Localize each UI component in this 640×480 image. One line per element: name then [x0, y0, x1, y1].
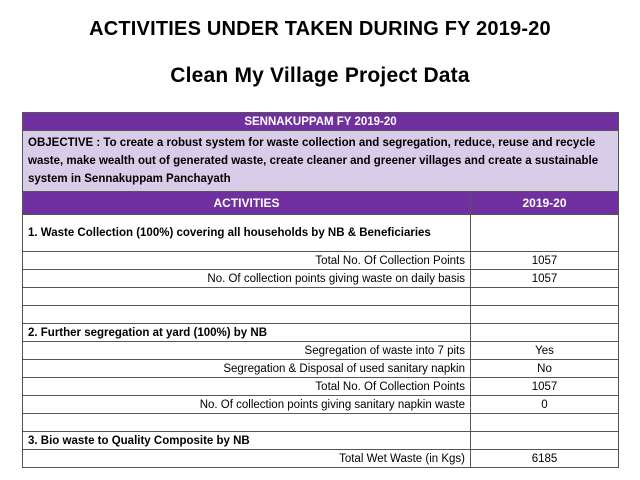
row-value: 1057	[469, 377, 620, 396]
blank-cell	[22, 287, 471, 306]
activities-table: SENNAKUPPAM FY 2019-20 OBJECTIVE : To cr…	[21, 112, 620, 468]
category-value	[469, 323, 620, 342]
objective-row: OBJECTIVE : To create a robust system fo…	[21, 130, 620, 192]
blank-row	[22, 287, 620, 306]
blank-cell	[22, 305, 471, 324]
table-row: Segregation of waste into 7 pits Yes	[22, 341, 620, 360]
row-label: No. Of collection points giving waste on…	[22, 269, 471, 288]
row-label: Total No. Of Collection Points	[22, 377, 471, 396]
blank-cell	[469, 287, 620, 306]
category-label: 1. Waste Collection (100%) covering all …	[22, 214, 471, 252]
table-row: Segregation & Disposal of used sanitary …	[22, 359, 620, 378]
blank-row	[22, 413, 620, 432]
category-row: 1. Waste Collection (100%) covering all …	[22, 214, 620, 252]
category-value	[469, 431, 620, 450]
blank-row	[22, 305, 620, 324]
row-value: Yes	[469, 341, 620, 360]
objective-text: OBJECTIVE : To create a robust system fo…	[21, 130, 620, 192]
table-row: No. Of collection points giving sanitary…	[22, 395, 620, 414]
section-title: SENNAKUPPAM FY 2019-20	[21, 112, 620, 131]
column-header-row: ACTIVITIES 2019-20	[22, 191, 620, 215]
category-label: 3. Bio waste to Quality Composite by NB	[22, 431, 471, 450]
row-value: 6185	[469, 449, 620, 468]
table-row: No. Of collection points giving waste on…	[22, 269, 620, 288]
row-label: Total No. Of Collection Points	[22, 251, 471, 270]
category-value	[469, 214, 620, 252]
col-header-year: 2019-20	[469, 191, 620, 215]
row-value: No	[469, 359, 620, 378]
blank-cell	[22, 413, 471, 432]
blank-cell	[469, 305, 620, 324]
row-value: 1057	[469, 251, 620, 270]
table-row: Total No. Of Collection Points 1057	[22, 377, 620, 396]
table-row: Total Wet Waste (in Kgs) 6185	[22, 449, 620, 468]
blank-cell	[469, 413, 620, 432]
row-label: Segregation of waste into 7 pits	[22, 341, 471, 360]
row-value: 1057	[469, 269, 620, 288]
col-header-activities: ACTIVITIES	[22, 191, 471, 215]
category-row: 3. Bio waste to Quality Composite by NB	[22, 431, 620, 450]
section-header-row: SENNAKUPPAM FY 2019-20	[21, 112, 620, 131]
row-label: No. Of collection points giving sanitary…	[22, 395, 471, 414]
sub-title: Clean My Village Project Data	[170, 64, 470, 87]
category-label: 2. Further segregation at yard (100%) by…	[22, 323, 471, 342]
row-label: Total Wet Waste (in Kgs)	[22, 449, 471, 468]
main-title: ACTIVITIES UNDER TAKEN DURING FY 2019-20	[89, 18, 551, 40]
row-value: 0	[469, 395, 620, 414]
table-row: Total No. Of Collection Points 1057	[22, 251, 620, 270]
row-label: Segregation & Disposal of used sanitary …	[22, 359, 471, 378]
category-row: 2. Further segregation at yard (100%) by…	[22, 323, 620, 342]
